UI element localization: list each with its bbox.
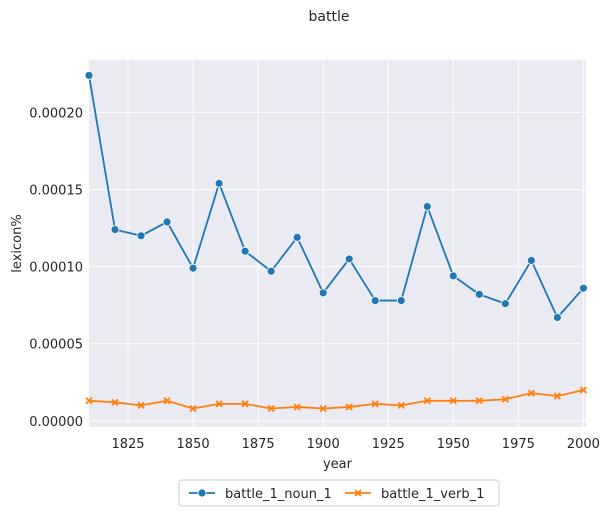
x-tick-label: 1925 — [372, 437, 405, 452]
data-point — [267, 404, 275, 413]
x-tick-label: 2000 — [567, 437, 600, 452]
tick-labels: 1825 1850 1875 1900 1925 1950 1975 2000 0.00000 0… — [29, 106, 600, 452]
plot-area — [89, 60, 586, 427]
data-point — [526, 256, 536, 265]
x-tick-label: 1850 — [177, 437, 210, 452]
data-point — [163, 397, 171, 405]
data-point — [344, 254, 354, 264]
data-point — [423, 397, 431, 405]
data-point — [370, 296, 380, 305]
data-point — [578, 283, 588, 293]
data-point — [475, 397, 483, 405]
data-point — [111, 398, 119, 406]
y-tick-label: 0.00000 — [29, 415, 83, 430]
data-point — [292, 232, 302, 242]
series-layer — [84, 71, 588, 413]
y-tick-label: 0.00015 — [29, 184, 83, 199]
chart-title: battle — [309, 9, 350, 25]
legend-entry: battle_1_noun_1 — [189, 487, 332, 502]
y-tick-label: 0.00020 — [29, 106, 83, 121]
data-point — [553, 392, 562, 400]
grid-lines — [89, 60, 586, 427]
y-axis-label: lexicon% — [10, 214, 25, 272]
data-point — [293, 403, 301, 411]
data-point — [579, 386, 588, 394]
data-point — [84, 71, 94, 80]
x-axis-label: year — [323, 457, 353, 472]
series-battle_1_verb_1 — [85, 386, 588, 413]
series-line — [88, 75, 585, 319]
x-tick-label: 1975 — [502, 437, 535, 452]
y-tick-label: 0.00010 — [29, 261, 83, 276]
data-point — [85, 397, 93, 405]
x-tick-label: 1875 — [242, 437, 275, 452]
data-point — [345, 403, 353, 411]
x-tick-label: 1900 — [307, 437, 340, 452]
series-line — [88, 389, 584, 410]
legend-marker — [197, 488, 207, 498]
data-point — [527, 389, 535, 397]
data-point — [319, 404, 327, 413]
data-point — [162, 217, 172, 227]
legend-label: battle_1_noun_1 — [225, 487, 332, 502]
data-point — [110, 225, 120, 235]
data-point — [318, 288, 328, 298]
data-point — [501, 395, 509, 403]
legend-marker — [354, 489, 362, 497]
data-point — [240, 246, 250, 256]
legend-entry: battle_1_verb_1 — [345, 487, 484, 502]
y-tick-label: 0.00005 — [29, 338, 83, 353]
data-point — [396, 296, 406, 305]
x-tick-label: 1950 — [437, 437, 470, 452]
data-point — [448, 271, 458, 281]
data-point — [137, 401, 145, 410]
legend-box — [178, 479, 500, 507]
series-battle_1_noun_1 — [84, 71, 588, 322]
data-point — [214, 178, 224, 188]
data-point — [371, 400, 379, 408]
data-point — [474, 289, 484, 299]
data-point — [552, 313, 562, 322]
data-point — [215, 400, 223, 408]
data-point — [241, 400, 249, 408]
data-point — [500, 299, 510, 309]
data-point — [266, 266, 276, 276]
legend: battle_1_noun_1 battle_1_verb_1 — [178, 479, 500, 507]
data-point — [422, 202, 432, 211]
data-point — [397, 401, 405, 410]
legend-label: battle_1_verb_1 — [381, 487, 484, 502]
data-point — [136, 231, 146, 241]
data-point — [189, 404, 197, 413]
x-tick-label: 1825 — [111, 437, 144, 452]
data-point — [188, 263, 198, 273]
data-point — [449, 397, 457, 405]
